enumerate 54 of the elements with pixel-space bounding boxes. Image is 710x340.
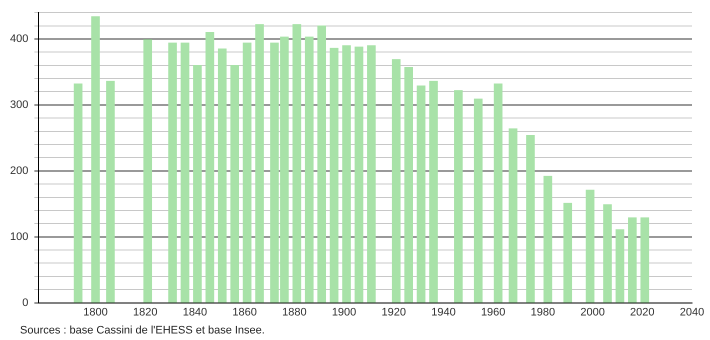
bar [242, 42, 252, 303]
x-tick-label: 2000 [580, 306, 605, 318]
bar [544, 176, 552, 303]
x-tick-label: 1880 [282, 306, 307, 318]
bar [292, 24, 302, 303]
bar [586, 190, 594, 303]
bar [367, 45, 376, 303]
bar [180, 42, 190, 303]
bar [317, 25, 326, 303]
bar [304, 36, 314, 303]
bar [342, 45, 351, 303]
bar [416, 85, 426, 303]
x-tick-label: 2040 [680, 306, 704, 318]
bar [193, 65, 202, 303]
x-tick-label: 1900 [332, 306, 356, 318]
bar [330, 48, 338, 303]
x-tick-label: 1960 [480, 306, 506, 318]
y-tick-label: 400 [10, 33, 28, 46]
bar [255, 24, 264, 303]
bar [508, 128, 518, 303]
y-tick-label: 0 [22, 296, 28, 309]
bar [206, 32, 214, 303]
bar [143, 39, 152, 303]
bar [168, 42, 177, 303]
bar [640, 217, 650, 303]
source-note: Sources : base Cassini de l'EHESS et base Insee. [20, 324, 265, 337]
bar [392, 59, 401, 303]
bar [106, 80, 115, 303]
bar [454, 90, 463, 303]
x-tick-label: 2020 [630, 306, 655, 318]
bar [616, 229, 624, 303]
bar [474, 98, 483, 303]
bar [91, 16, 100, 303]
y-tick-label: 100 [10, 230, 28, 243]
x-tick-label: 1840 [182, 306, 208, 318]
bar [628, 217, 637, 303]
bar [429, 80, 438, 303]
bar [563, 202, 572, 303]
y-tick-label: 200 [10, 164, 28, 177]
x-tick-label: 1980 [530, 306, 556, 318]
x-tick-label: 1920 [382, 306, 406, 318]
bar [230, 65, 240, 303]
x-tick-label: 1800 [83, 306, 108, 318]
bar [526, 134, 535, 303]
bar [494, 84, 502, 303]
bar [603, 204, 612, 303]
bar [404, 67, 413, 303]
x-tick-label: 1820 [132, 306, 158, 318]
bar [218, 48, 227, 303]
y-tick-label: 300 [10, 98, 28, 111]
bar [354, 46, 364, 303]
bar [74, 84, 82, 303]
x-tick-label: 1860 [232, 306, 257, 318]
x-tick-label: 1940 [431, 306, 456, 318]
